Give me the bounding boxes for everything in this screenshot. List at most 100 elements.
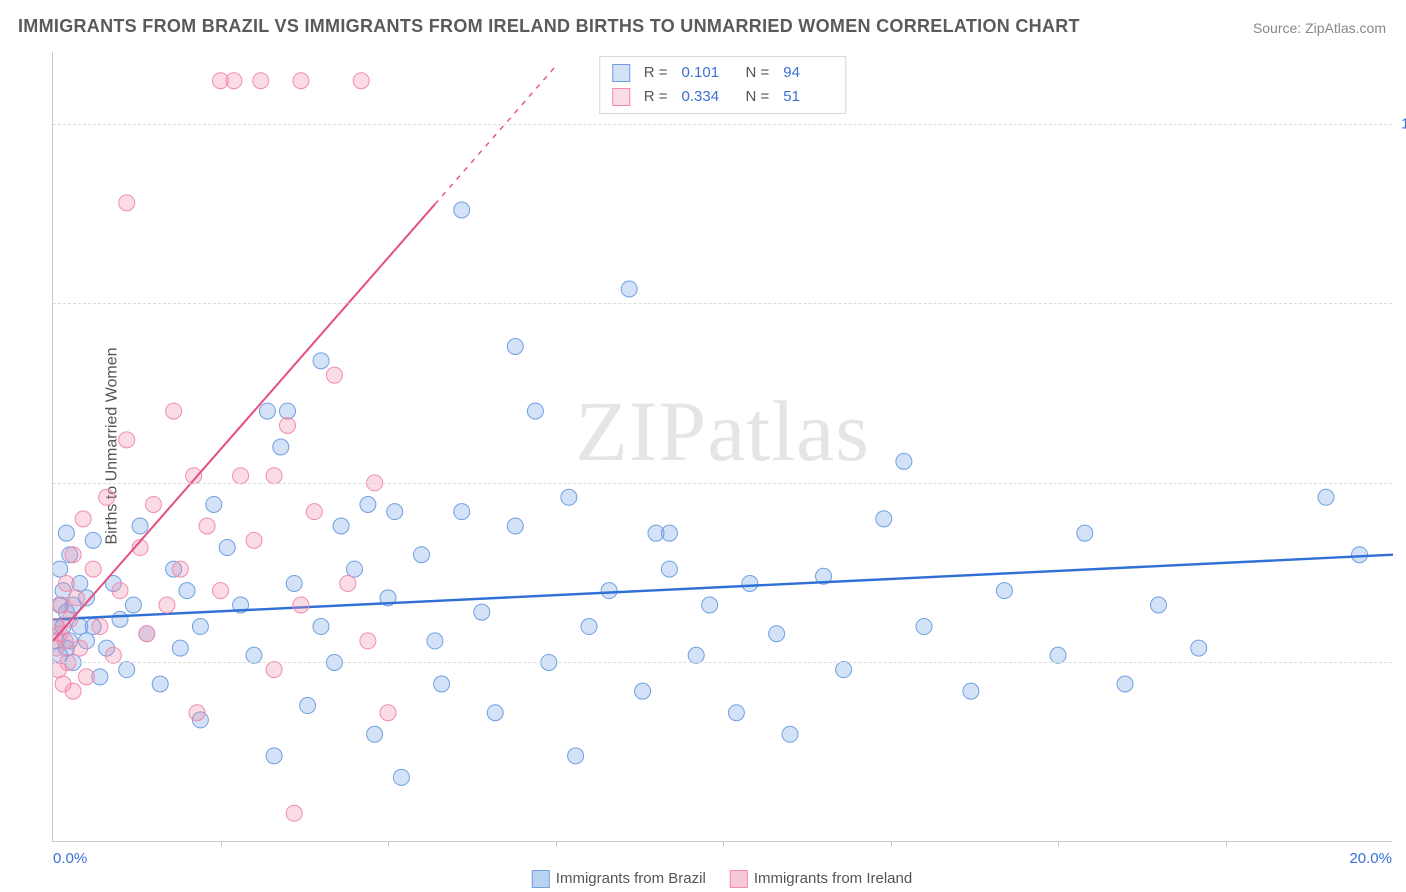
data-point — [434, 676, 450, 692]
data-point — [213, 583, 229, 599]
source-attribution: Source: ZipAtlas.com — [1253, 20, 1386, 36]
data-point — [172, 561, 188, 577]
x-tick-label: 0.0% — [53, 850, 87, 867]
data-point — [313, 619, 329, 635]
data-point — [192, 619, 208, 635]
data-point — [333, 518, 349, 534]
legend-row: R =0.334N =51 — [612, 85, 834, 109]
data-point — [85, 532, 101, 548]
data-point — [253, 73, 269, 89]
data-point — [259, 403, 275, 419]
data-point — [1077, 525, 1093, 541]
data-point — [246, 647, 262, 663]
data-point — [1050, 647, 1066, 663]
legend-series: Immigrants from Brazil Immigrants from Ir… — [532, 870, 912, 888]
data-point — [427, 633, 443, 649]
legend-n-value: 94 — [783, 61, 833, 85]
legend-r-label: R = — [644, 61, 668, 85]
data-point — [896, 453, 912, 469]
data-point — [62, 611, 78, 627]
data-point — [1117, 676, 1133, 692]
data-point — [507, 518, 523, 534]
data-point — [65, 547, 81, 563]
legend-label: Immigrants from Brazil — [556, 870, 706, 887]
legend-r-value: 0.334 — [682, 85, 732, 109]
legend-row: R =0.101N =94 — [612, 61, 834, 85]
data-point — [58, 525, 74, 541]
legend-item: Immigrants from Ireland — [730, 870, 912, 888]
data-point — [226, 73, 242, 89]
data-point — [286, 805, 302, 821]
data-point — [601, 583, 617, 599]
x-tick — [1226, 841, 1227, 847]
data-point — [246, 532, 262, 548]
data-point — [105, 647, 121, 663]
data-point — [132, 518, 148, 534]
data-point — [507, 338, 523, 354]
data-point — [65, 683, 81, 699]
data-point — [85, 561, 101, 577]
data-point — [79, 669, 95, 685]
data-point — [189, 705, 205, 721]
x-tick-label: 20.0% — [1349, 850, 1392, 867]
data-point — [112, 583, 128, 599]
plot-area: ZIPatlas R =0.101N =94R =0.334N =51 25.0… — [52, 52, 1392, 842]
data-point — [340, 575, 356, 591]
data-point — [313, 353, 329, 369]
chart-title: IMMIGRANTS FROM BRAZIL VS IMMIGRANTS FRO… — [18, 16, 1080, 37]
data-point — [92, 619, 108, 635]
legend-item: Immigrants from Brazil — [532, 870, 706, 888]
data-point — [58, 575, 74, 591]
data-point — [119, 432, 135, 448]
data-point — [742, 575, 758, 591]
data-point — [159, 597, 175, 613]
data-point — [53, 597, 69, 613]
data-point — [661, 525, 677, 541]
data-point — [1191, 640, 1207, 656]
data-point — [836, 662, 852, 678]
data-point — [769, 626, 785, 642]
data-point — [53, 561, 68, 577]
data-point — [380, 705, 396, 721]
data-point — [146, 496, 162, 512]
legend-swatch — [532, 870, 550, 888]
data-point — [119, 195, 135, 211]
data-point — [454, 504, 470, 520]
data-point — [266, 662, 282, 678]
data-point — [347, 561, 363, 577]
data-point — [661, 561, 677, 577]
data-point — [125, 597, 141, 613]
data-point — [300, 698, 316, 714]
data-point — [702, 597, 718, 613]
data-point — [474, 604, 490, 620]
data-point — [280, 417, 296, 433]
gridline — [53, 483, 1392, 484]
data-point — [72, 640, 88, 656]
legend-swatch — [612, 88, 630, 106]
data-point — [527, 403, 543, 419]
legend-r-value: 0.101 — [682, 61, 732, 85]
legend-correlation: R =0.101N =94R =0.334N =51 — [599, 56, 847, 114]
data-point — [172, 640, 188, 656]
x-tick — [221, 841, 222, 847]
legend-label: Immigrants from Ireland — [754, 870, 912, 887]
data-point — [387, 504, 403, 520]
data-point — [963, 683, 979, 699]
data-point — [360, 496, 376, 512]
regression-line — [53, 204, 435, 641]
data-point — [581, 619, 597, 635]
x-tick — [891, 841, 892, 847]
data-point — [99, 489, 115, 505]
data-point — [782, 726, 798, 742]
data-point — [179, 583, 195, 599]
data-point — [286, 575, 302, 591]
regression-line-extrapolated — [435, 66, 556, 204]
data-point — [635, 683, 651, 699]
data-point — [57, 633, 73, 649]
data-point — [360, 633, 376, 649]
data-point — [454, 202, 470, 218]
x-tick — [556, 841, 557, 847]
data-point — [119, 662, 135, 678]
data-point — [293, 597, 309, 613]
data-point — [112, 611, 128, 627]
